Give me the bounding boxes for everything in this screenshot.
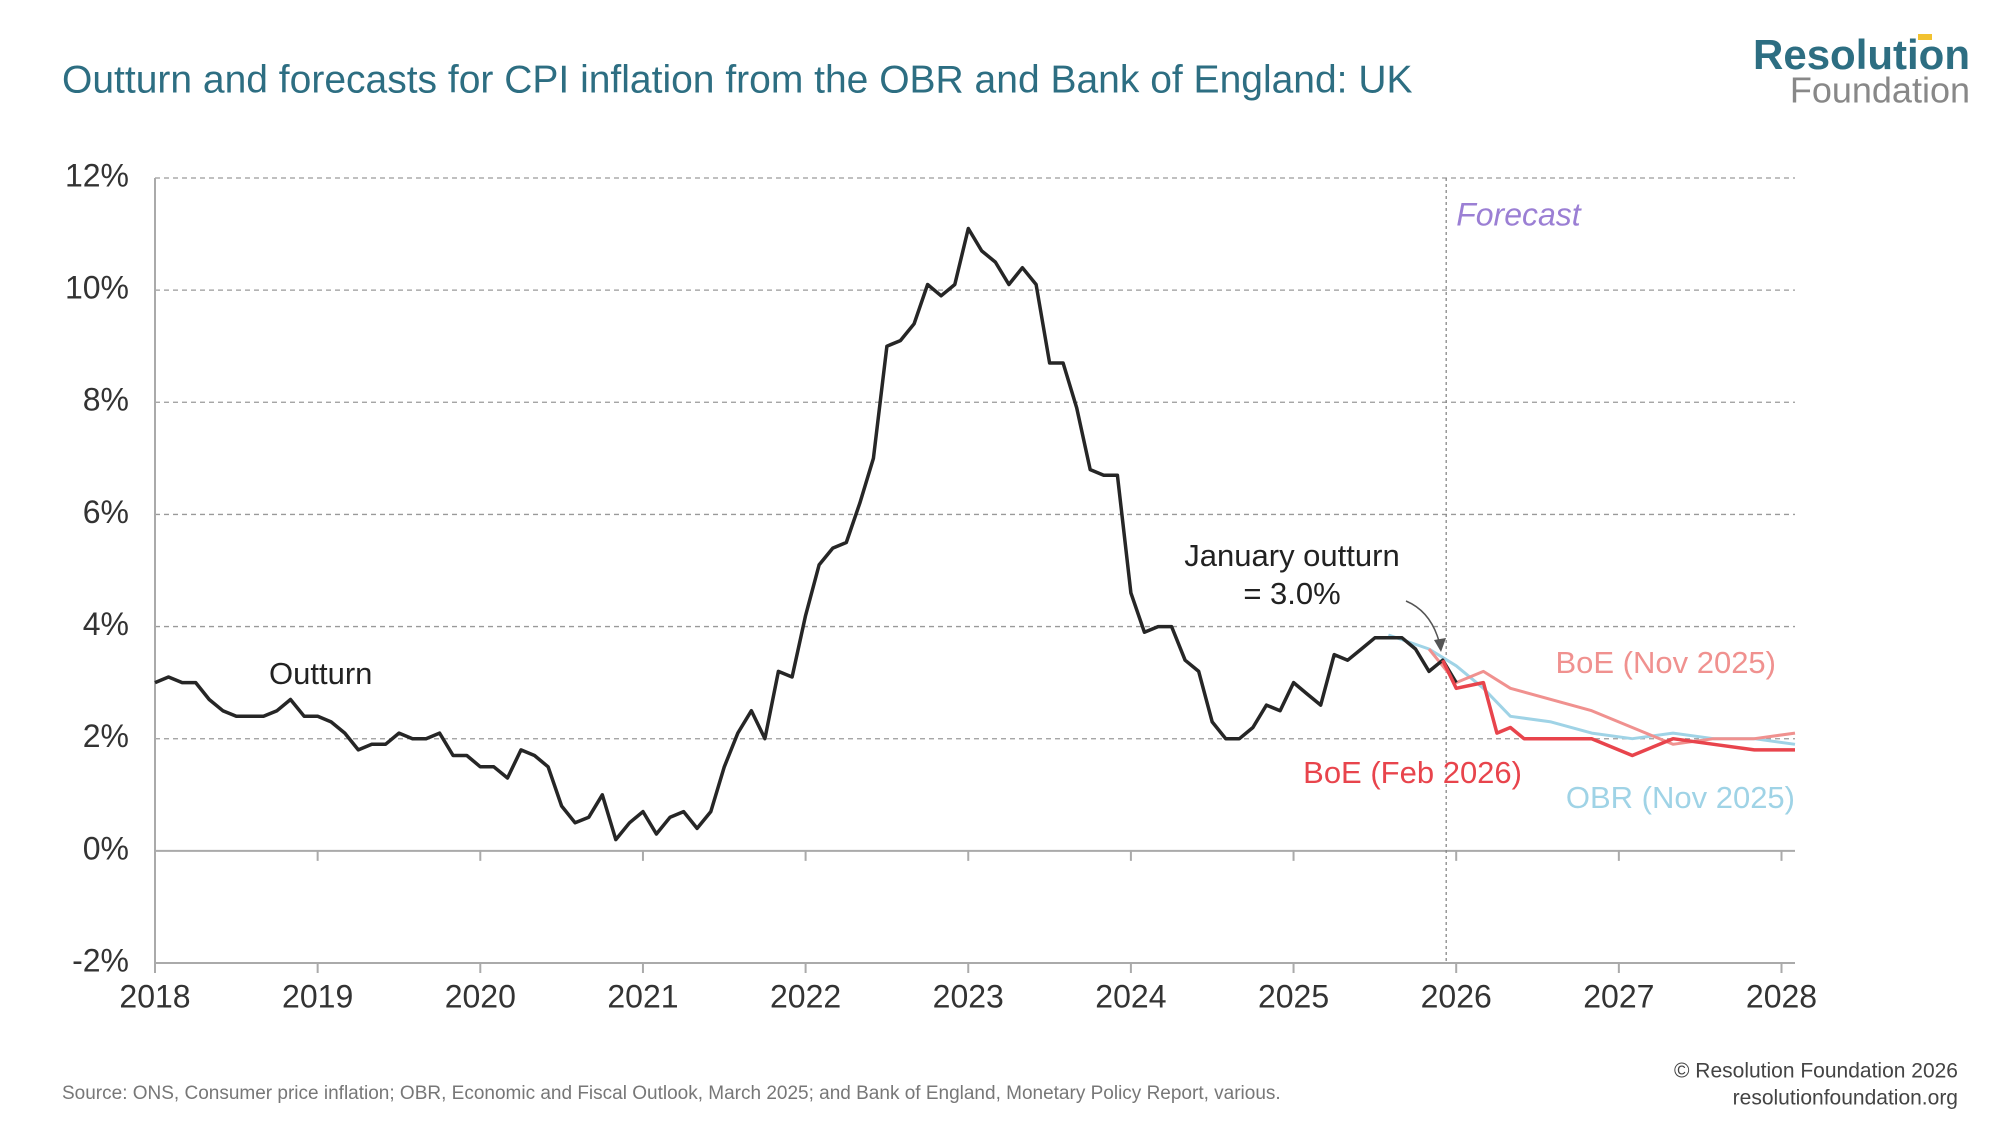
y-tick-label: 0% bbox=[83, 830, 129, 866]
x-tick-label: 2022 bbox=[770, 978, 841, 1014]
x-tick-label: 2024 bbox=[1095, 978, 1166, 1014]
y-tick-label: 2% bbox=[83, 718, 129, 754]
x-tick-label: 2018 bbox=[119, 978, 190, 1014]
y-tick-label: 10% bbox=[65, 270, 129, 306]
y-tick-label: 6% bbox=[83, 494, 129, 530]
url: resolutionfoundation.org bbox=[1733, 1087, 1958, 1110]
y-tick-label: 12% bbox=[65, 157, 129, 193]
copyright: © Resolution Foundation 2026 bbox=[1674, 1060, 1958, 1083]
forecast-label: Forecast bbox=[1456, 196, 1582, 232]
logo-bottom: Foundation bbox=[1790, 70, 1970, 111]
series-line bbox=[1427, 648, 1796, 746]
series-line bbox=[1441, 659, 1795, 758]
x-tick-label: 2023 bbox=[933, 978, 1004, 1014]
series-label: Outturn bbox=[269, 656, 372, 691]
source: Source: ONS, Consumer price inflation; O… bbox=[62, 1083, 1281, 1104]
x-tick-label: 2026 bbox=[1421, 978, 1492, 1014]
series-line bbox=[154, 226, 1458, 842]
chart-title: Outturn and forecasts for CPI inflation … bbox=[62, 58, 1413, 101]
annotation: January outturn bbox=[1184, 538, 1399, 573]
x-tick-label: 2025 bbox=[1258, 978, 1329, 1014]
logo-top: Resolution bbox=[1753, 31, 1970, 78]
annotation-arrowhead bbox=[1434, 638, 1446, 652]
x-tick-label: 2021 bbox=[607, 978, 678, 1014]
annotation: = 3.0% bbox=[1243, 576, 1340, 611]
logo-accent bbox=[1918, 34, 1932, 40]
series-label: BoE (Feb 2026) bbox=[1303, 755, 1522, 790]
series-label: BoE (Nov 2025) bbox=[1555, 645, 1776, 680]
series-label: OBR (Nov 2025) bbox=[1566, 780, 1795, 815]
annotation-arrow bbox=[1405, 600, 1441, 646]
x-tick-label: 2020 bbox=[445, 978, 516, 1014]
y-tick-label: -2% bbox=[72, 942, 129, 978]
x-tick-label: 2028 bbox=[1746, 978, 1817, 1014]
y-tick-label: 8% bbox=[83, 382, 129, 418]
x-tick-label: 2019 bbox=[282, 978, 353, 1014]
y-tick-label: 4% bbox=[83, 606, 129, 642]
x-tick-label: 2027 bbox=[1583, 978, 1654, 1014]
